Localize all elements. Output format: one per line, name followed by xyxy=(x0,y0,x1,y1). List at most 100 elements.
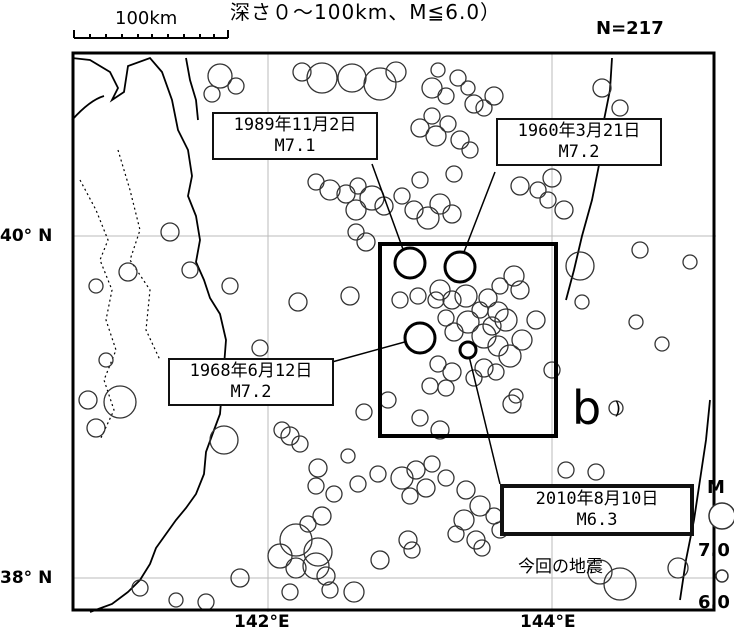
annotation-magnitude: M7.1 xyxy=(274,136,316,156)
epicenter-circle xyxy=(511,329,533,351)
epicenter-circle xyxy=(554,200,574,220)
epicenter-circle xyxy=(416,206,440,230)
epicenter-circle xyxy=(543,361,561,379)
epicenter-circle xyxy=(425,125,447,147)
epicenter-circle xyxy=(356,232,376,252)
epicenter-circle xyxy=(439,115,457,133)
epicenter-circle xyxy=(379,391,397,409)
epicenter-circle xyxy=(98,352,114,368)
coastline xyxy=(71,56,711,613)
legend-value-7: 7.0 xyxy=(698,540,730,561)
annotation-magnitude: M7.2 xyxy=(230,382,272,402)
epicenter-circle xyxy=(207,63,233,89)
region-b-suffix: ) xyxy=(614,398,622,419)
epicenter-circle xyxy=(86,418,106,438)
epicenter-circle xyxy=(475,99,493,117)
epicenter-circle xyxy=(487,335,509,357)
annotation-date: 1989年11月2日 xyxy=(233,115,357,135)
epicenter-circle xyxy=(444,322,464,342)
epicenter-circle xyxy=(203,85,221,103)
epicenter-circle xyxy=(421,377,439,395)
epicenter-circle xyxy=(491,277,509,295)
map-title: 深さ０～100km、M≦6.0） xyxy=(230,0,502,24)
epicenter-circle xyxy=(461,141,479,159)
annotation-date: 1960年3月21日 xyxy=(517,121,641,141)
annotation-date: 1968年6月12日 xyxy=(189,361,313,381)
epicenter-circle xyxy=(469,495,491,517)
epicenter-circle xyxy=(168,592,184,608)
epicenter-circle xyxy=(390,466,414,490)
epicenter-circle xyxy=(456,310,480,334)
epicenter-circle xyxy=(118,262,138,282)
epicenter-circle xyxy=(345,199,367,221)
epicenter-circle xyxy=(319,179,341,201)
epicenter-circle xyxy=(502,394,522,414)
epicenter-circle xyxy=(411,409,429,427)
epicenter-circle xyxy=(103,385,137,419)
annotation-1989: 1989年11月2日 M7.1 xyxy=(212,112,378,160)
annotation-2010: 2010年8月10日 M6.3 xyxy=(500,484,694,536)
epicenter-circle xyxy=(464,94,484,114)
epicenter-circle xyxy=(160,222,180,242)
epicenter-circle xyxy=(482,316,502,336)
epicenter-circle xyxy=(347,223,365,241)
epicenter-circle xyxy=(510,176,530,196)
region-b-label: b xyxy=(572,381,602,435)
epicenter-circle xyxy=(449,69,467,87)
epicenter-circle xyxy=(406,460,426,480)
epicenter-circle xyxy=(460,80,476,96)
epicenter-circle xyxy=(667,557,689,579)
epicenter-circle xyxy=(437,87,455,105)
epicenter-circle xyxy=(292,62,312,82)
legend-title: M xyxy=(707,477,725,498)
epicenter-circle xyxy=(401,487,419,505)
epicenter-circle xyxy=(88,278,104,294)
epicenter-circle xyxy=(587,463,605,481)
epicenter-circle xyxy=(603,567,637,601)
epicenter-circle xyxy=(363,67,397,101)
epicenter-circle xyxy=(487,363,505,381)
epicenter-circle xyxy=(429,279,451,301)
epicenter-circle xyxy=(312,506,332,526)
legend-value-6: 6.0 xyxy=(698,592,730,613)
epicenter-circle xyxy=(430,420,450,440)
epicenter-circle xyxy=(303,537,333,567)
epicenter-circle xyxy=(391,291,409,309)
epicenter-circle xyxy=(302,552,330,580)
epicenter-circle xyxy=(325,485,343,503)
epicenter-circle xyxy=(370,550,390,570)
epicenter-circle xyxy=(430,62,446,78)
epicenter-circle xyxy=(484,86,504,106)
epicenter-circle xyxy=(343,581,365,603)
epicenter-circle xyxy=(131,579,149,597)
lon-label-142e: 142°E xyxy=(234,612,290,632)
epicenter-circle xyxy=(409,287,427,305)
epicenter-circle xyxy=(456,480,476,500)
map-frame xyxy=(71,51,716,612)
epicenter-circle xyxy=(510,280,530,300)
scale-bar xyxy=(73,30,229,39)
annotation-magnitude: M7.2 xyxy=(558,142,600,162)
key-events xyxy=(393,246,478,360)
epicenter-circle xyxy=(221,277,239,295)
epicenter-circle xyxy=(437,309,455,327)
lat-label-40n: 40° N xyxy=(0,226,53,246)
epicenter-circle xyxy=(267,543,293,569)
epicenter-circle xyxy=(529,181,547,199)
epicenter-circle xyxy=(474,358,494,378)
epicenter-circle xyxy=(539,191,557,209)
epicenter-circle xyxy=(355,403,373,421)
annotation-magnitude: M6.3 xyxy=(576,510,618,530)
current-earthquake-caption: 今回の地震 xyxy=(518,557,603,577)
epicenter-circle xyxy=(592,78,612,98)
epicenter-circle xyxy=(337,63,367,93)
event-count: N=217 xyxy=(596,18,664,39)
epicenter-circle xyxy=(442,290,462,310)
epicenter-circle xyxy=(349,475,367,493)
epicenter-circle xyxy=(454,284,478,308)
epicenter-circle xyxy=(340,286,360,306)
epicenter-circle xyxy=(316,566,336,586)
epicenter-circle xyxy=(427,291,445,309)
epicenter-circle xyxy=(281,583,299,601)
